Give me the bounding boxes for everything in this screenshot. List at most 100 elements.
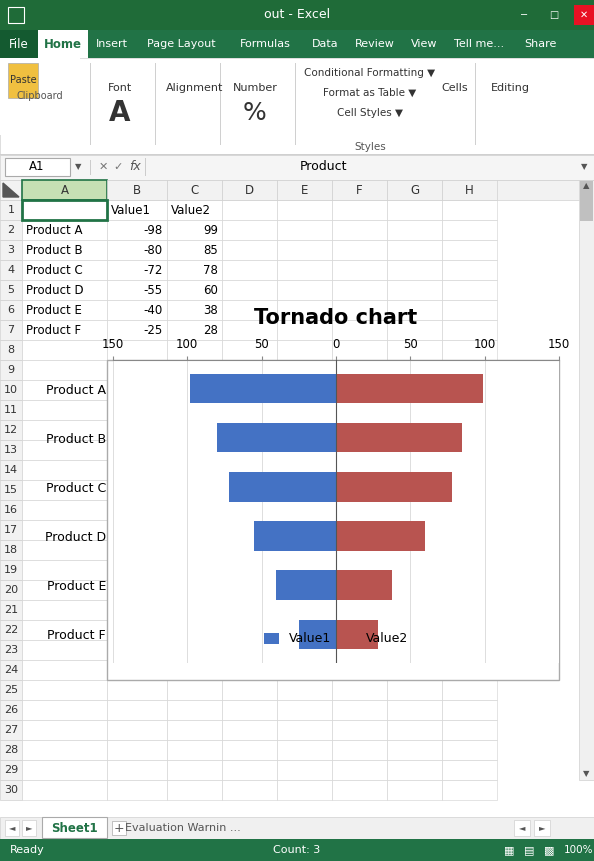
Bar (167, 780, 222, 800)
Bar (332, 580, 387, 600)
Bar (222, 660, 277, 680)
Bar (22, 500, 107, 520)
Bar (332, 700, 387, 720)
Bar (332, 600, 387, 620)
Bar (332, 300, 387, 320)
Bar (387, 440, 442, 460)
Bar (475, 63, 476, 145)
Bar (0, 560, 22, 580)
Bar (442, 600, 497, 620)
Bar (277, 400, 332, 420)
Bar (167, 420, 222, 440)
Bar (190, 374, 336, 403)
Text: View: View (410, 39, 437, 49)
Bar (167, 320, 222, 340)
Text: 28: 28 (203, 324, 218, 337)
Bar (442, 200, 497, 220)
Text: 10: 10 (4, 385, 18, 395)
Text: 30: 30 (4, 785, 18, 795)
Bar (220, 63, 221, 145)
Bar (0, 460, 22, 480)
Bar (336, 620, 378, 649)
Bar (387, 240, 442, 260)
Bar (22, 520, 107, 540)
Bar (107, 340, 167, 360)
Text: G: G (410, 183, 419, 196)
Bar (0, 660, 22, 680)
Bar (222, 520, 277, 540)
Bar (442, 640, 497, 660)
Text: −: − (520, 10, 528, 20)
Bar (387, 260, 442, 280)
Bar (42, 817, 107, 838)
Bar (387, 180, 442, 200)
Text: 27: 27 (4, 725, 18, 735)
Text: -80: -80 (144, 244, 163, 257)
Bar (8, 63, 38, 98)
Bar (332, 640, 387, 660)
Bar (442, 380, 497, 400)
Bar (442, 360, 497, 380)
Text: 4: 4 (8, 265, 15, 275)
Bar (22, 200, 107, 220)
Bar (222, 540, 277, 560)
Bar (107, 380, 167, 400)
Polygon shape (3, 183, 19, 197)
Bar (332, 240, 387, 260)
Text: Formulas: Formulas (239, 39, 290, 49)
Bar (107, 720, 167, 740)
Text: C: C (190, 183, 198, 196)
Bar (222, 320, 277, 340)
Text: 29: 29 (4, 765, 18, 775)
Bar (277, 380, 332, 400)
Bar (442, 440, 497, 460)
Text: Value2: Value2 (171, 203, 211, 216)
Bar (107, 420, 167, 440)
Bar (222, 460, 277, 480)
Bar (22, 260, 107, 280)
Bar (0, 320, 22, 340)
Text: 23: 23 (4, 645, 18, 655)
Bar (0, 200, 22, 220)
Bar (0, 400, 22, 420)
Bar (167, 280, 222, 300)
Bar (336, 423, 462, 452)
Bar (167, 460, 222, 480)
Bar (167, 300, 222, 320)
Bar (277, 560, 332, 580)
Bar (387, 540, 442, 560)
Bar (0, 154, 594, 155)
Bar (22, 780, 107, 800)
Text: 18: 18 (4, 545, 18, 555)
Bar (332, 320, 387, 340)
Text: A: A (61, 183, 68, 196)
Bar (277, 420, 332, 440)
Bar (0, 380, 22, 400)
Text: Product F: Product F (26, 324, 81, 337)
Bar (277, 540, 332, 560)
Bar (167, 240, 222, 260)
Text: Styles: Styles (354, 142, 386, 152)
Bar (332, 220, 387, 240)
Bar (332, 760, 387, 780)
Bar (442, 180, 497, 200)
Bar (22, 320, 107, 340)
Bar (0, 520, 22, 540)
Bar (167, 500, 222, 520)
Bar (167, 440, 222, 460)
Bar (332, 360, 387, 380)
Bar (332, 680, 387, 700)
Bar (277, 720, 332, 740)
Text: -98: -98 (144, 224, 163, 237)
Bar (107, 360, 167, 380)
Bar (167, 340, 222, 360)
Bar (387, 360, 442, 380)
Bar (332, 260, 387, 280)
Bar (0, 240, 22, 260)
Text: 7: 7 (8, 325, 15, 335)
Bar (8, 7, 24, 23)
Text: Product C: Product C (26, 263, 83, 276)
Text: B: B (133, 183, 141, 196)
Bar (442, 400, 497, 420)
Text: ◄: ◄ (519, 823, 525, 833)
